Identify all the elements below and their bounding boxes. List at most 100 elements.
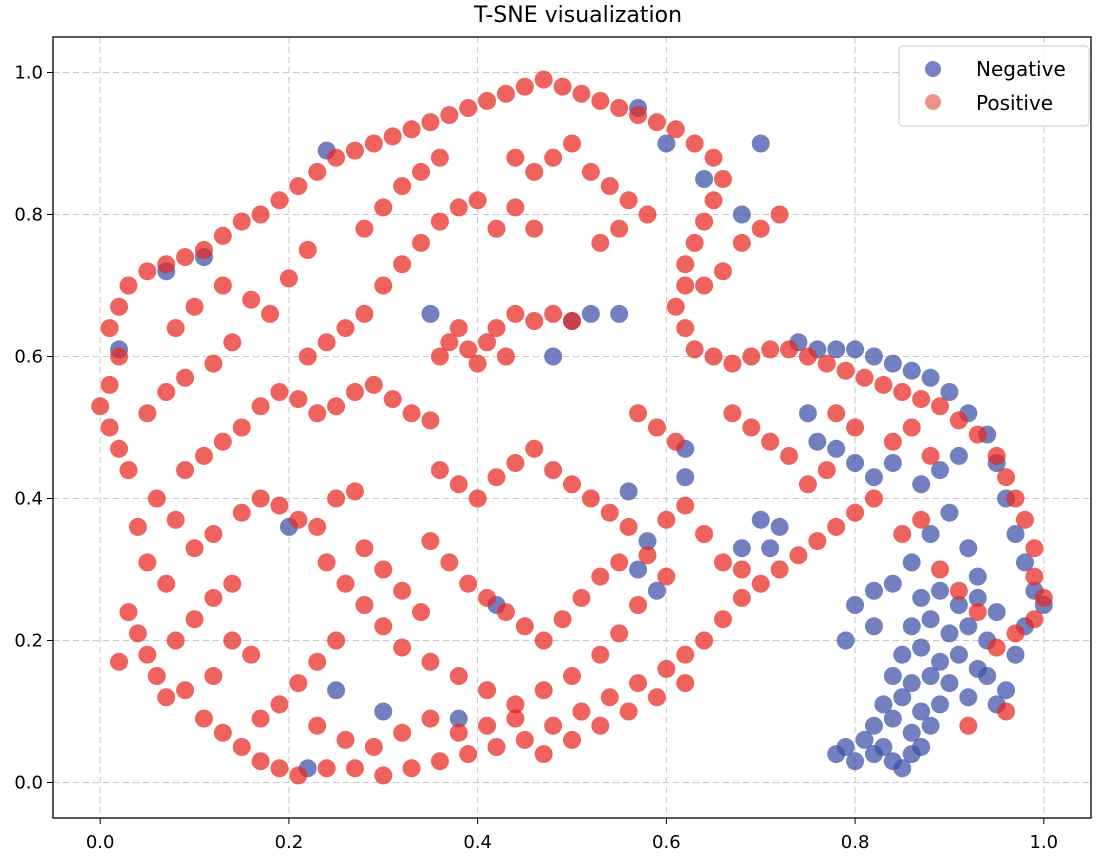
scatter-point-negative xyxy=(864,581,883,600)
scatter-point-positive xyxy=(883,432,902,451)
scatter-point-positive xyxy=(402,404,421,423)
scatter-point-positive xyxy=(704,191,723,210)
scatter-point-positive xyxy=(515,730,534,749)
scatter-point-positive xyxy=(912,510,931,529)
scatter-point-positive xyxy=(827,404,846,423)
scatter-point-negative xyxy=(808,432,827,451)
scatter-point-positive xyxy=(138,404,157,423)
scatter-point-positive xyxy=(496,347,515,366)
scatter-point-positive xyxy=(780,446,799,465)
scatter-point-positive xyxy=(374,276,393,295)
scatter-point-positive xyxy=(430,752,449,771)
scatter-point-positive xyxy=(798,347,817,366)
scatter-point-positive xyxy=(563,312,581,330)
scatter-point-negative xyxy=(1006,525,1025,543)
scatter-point-negative xyxy=(855,730,874,749)
scatter-point-positive xyxy=(572,588,591,607)
scatter-point-positive xyxy=(194,709,213,728)
scatter-point-positive xyxy=(393,177,412,196)
scatter-point-negative xyxy=(893,688,912,707)
scatter-point-positive xyxy=(421,709,440,728)
scatter-point-positive xyxy=(110,439,129,458)
scatter-point-positive xyxy=(742,418,761,437)
scatter-point-positive xyxy=(223,631,242,650)
scatter-point-positive xyxy=(430,148,449,167)
scatter-point-positive xyxy=(138,645,157,664)
scatter-point-negative xyxy=(940,674,959,693)
scatter-point-positive xyxy=(544,461,563,480)
scatter-point-negative xyxy=(959,617,978,636)
scatter-point-positive xyxy=(695,276,714,295)
chart-title: T-SNE visualization xyxy=(473,3,682,28)
scatter-point-negative xyxy=(846,340,865,359)
scatter-point-positive xyxy=(846,503,865,522)
scatter-point-positive xyxy=(242,290,261,309)
scatter-point-positive xyxy=(327,148,346,167)
scatter-point-positive xyxy=(289,390,308,409)
scatter-point-negative xyxy=(949,596,968,614)
scatter-point-positive xyxy=(440,106,459,125)
scatter-point-positive xyxy=(138,553,157,572)
scatter-point-negative xyxy=(902,723,921,742)
y-tick-label: 1.0 xyxy=(14,63,43,84)
scatter-point-negative xyxy=(619,482,638,501)
scatter-point-positive xyxy=(534,631,553,650)
scatter-point-positive xyxy=(506,454,525,472)
scatter-point-negative xyxy=(949,645,968,664)
scatter-point-positive xyxy=(336,730,355,749)
scatter-point-positive xyxy=(364,134,383,153)
scatter-point-positive xyxy=(770,560,789,579)
scatter-point-positive xyxy=(176,368,195,387)
scatter-point-negative xyxy=(921,716,940,735)
scatter-point-negative xyxy=(770,517,789,536)
scatter-point-positive xyxy=(468,354,487,373)
scatter-point-positive xyxy=(591,716,610,735)
scatter-point-positive xyxy=(704,347,723,366)
scatter-point-positive xyxy=(563,475,581,494)
scatter-point-positive xyxy=(638,546,657,565)
scatter-point-positive xyxy=(997,468,1016,487)
scatter-point-positive xyxy=(232,212,251,231)
scatter-point-positive xyxy=(345,482,364,501)
plot-area-frame xyxy=(52,36,1092,819)
scatter-point-positive xyxy=(100,319,119,338)
scatter-point-positive xyxy=(185,297,204,316)
scatter-point-positive xyxy=(1025,539,1044,558)
scatter-point-positive xyxy=(713,170,732,188)
scatter-point-positive xyxy=(468,489,487,508)
scatter-point-positive xyxy=(421,652,440,671)
scatter-point-negative xyxy=(846,454,865,472)
scatter-point-positive xyxy=(176,681,195,700)
scatter-point-positive xyxy=(610,624,629,643)
scatter-point-negative xyxy=(581,304,600,323)
scatter-point-negative xyxy=(864,617,883,636)
scatter-point-positive xyxy=(610,99,629,117)
scatter-point-positive xyxy=(647,113,666,132)
scatter-point-positive xyxy=(449,723,468,742)
y-tick-label: 0.4 xyxy=(14,489,43,510)
scatter-point-positive xyxy=(487,738,506,756)
scatter-point-negative xyxy=(959,539,978,558)
scatter-point-positive xyxy=(610,219,629,238)
scatter-point-positive xyxy=(317,759,336,778)
scatter-point-positive xyxy=(412,603,431,622)
scatter-point-positive xyxy=(270,383,289,401)
scatter-point-positive xyxy=(157,255,176,274)
scatter-point-negative xyxy=(902,617,921,636)
scatter-point-positive xyxy=(204,354,223,373)
scatter-point-positive xyxy=(336,574,355,593)
legend-label-positive: Positive xyxy=(976,91,1053,115)
scatter-point-negative xyxy=(940,624,959,643)
scatter-point-positive xyxy=(1025,610,1044,629)
scatter-point-negative xyxy=(1015,553,1034,572)
scatter-point-positive xyxy=(412,233,431,252)
scatter-point-positive xyxy=(374,766,393,785)
scatter-point-positive xyxy=(421,411,440,430)
scatter-point-positive xyxy=(355,304,374,323)
scatter-point-positive xyxy=(374,198,393,217)
scatter-point-positive xyxy=(345,141,364,160)
scatter-point-positive xyxy=(864,489,883,508)
scatter-point-positive xyxy=(610,553,629,572)
scatter-point-positive xyxy=(110,347,129,366)
scatter-point-positive xyxy=(506,148,525,167)
